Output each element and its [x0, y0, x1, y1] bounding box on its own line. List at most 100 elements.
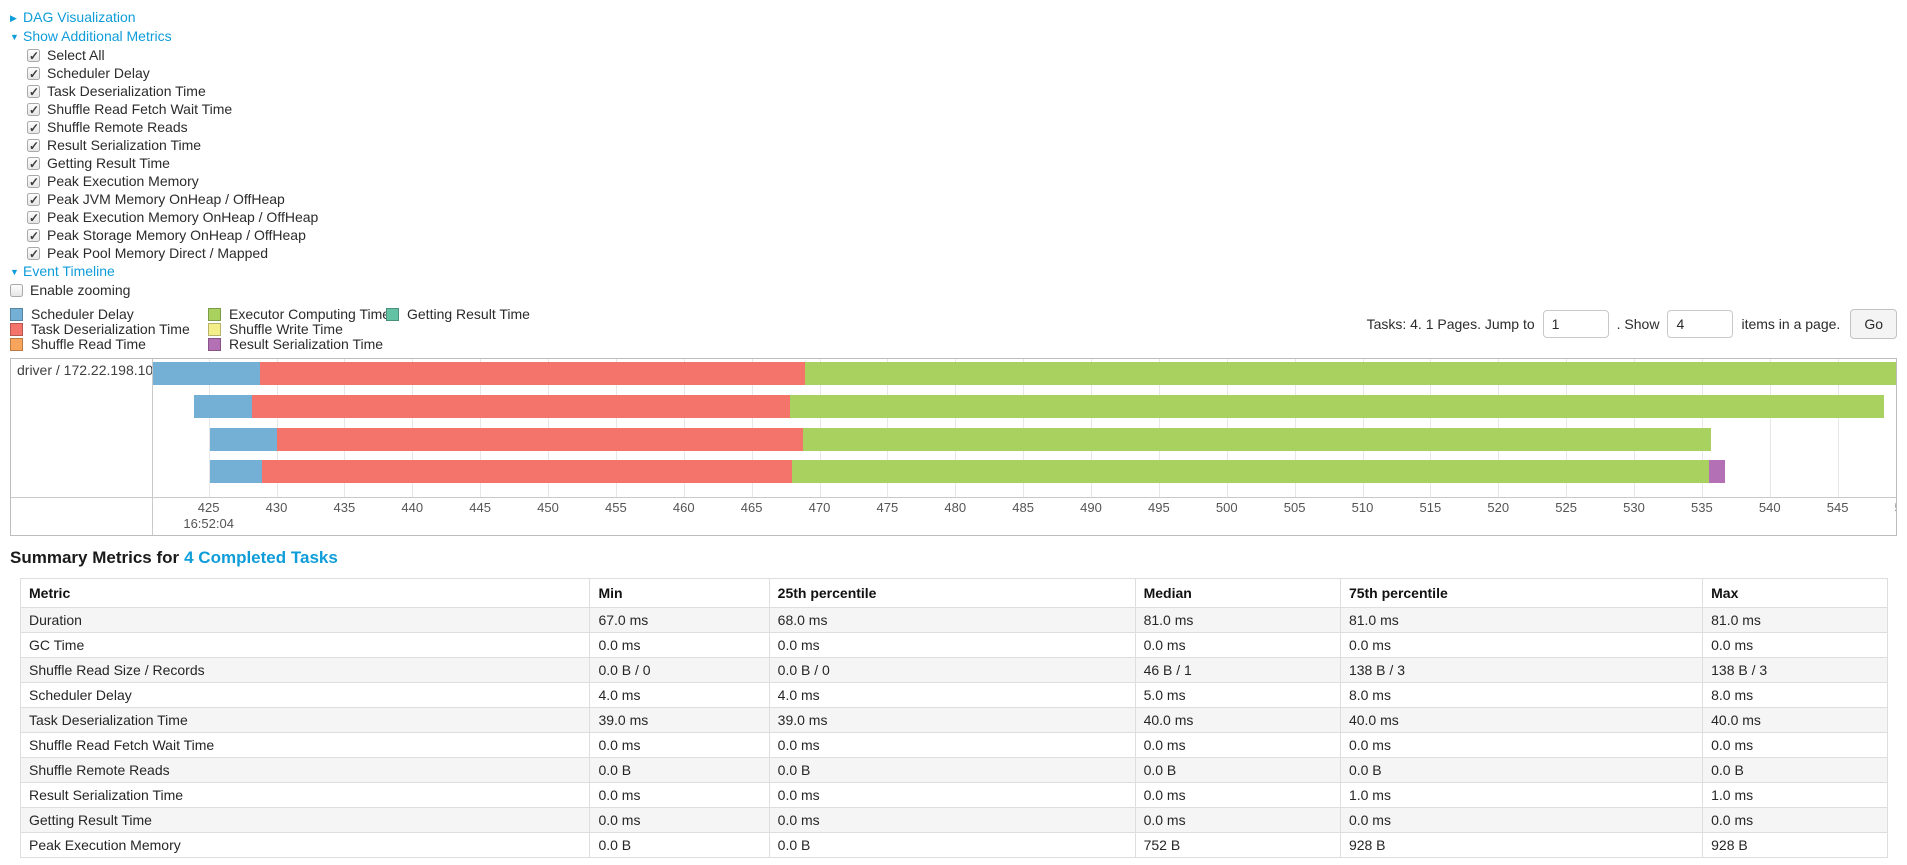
metric-value-cell: 0.0 ms — [1339, 807, 1704, 833]
axis-tick-label: 550 — [1895, 500, 1896, 515]
metric-value-cell: 39.0 ms — [768, 707, 1136, 733]
checkbox-checked-icon[interactable] — [27, 191, 40, 209]
metric-value-cell: 0.0 ms — [1339, 632, 1704, 658]
axis-tick-label: 450 — [537, 500, 559, 515]
metric-option-label: Peak JVM Memory OnHeap / OffHeap — [47, 191, 285, 207]
task-segment-executor-computing — [804, 362, 1896, 385]
table-header-row: Metric Min 25th percentile Median 75th perce… — [19, 578, 1888, 608]
legend-item: Getting Result Time — [386, 307, 530, 322]
task-segment-task-deserialization — [252, 394, 790, 418]
timeline-header-band: Scheduler Delay Task Deserialization Time… — [10, 307, 1897, 352]
axis-tick-label: 480 — [944, 500, 967, 515]
metric-option-label: Select All — [47, 47, 105, 63]
metric-option-row: Task Deserialization Time — [27, 82, 1897, 101]
checkbox-checked-icon[interactable] — [27, 245, 40, 263]
column-header: Max — [1702, 578, 1888, 608]
metric-option-row: Peak Execution Memory — [27, 172, 1897, 191]
metric-value-cell: 40.0 ms — [1134, 707, 1341, 733]
legend-item: Shuffle Write Time — [208, 322, 386, 337]
metric-value-cell: 1.0 ms — [1702, 782, 1888, 808]
legend-swatch-icon — [10, 323, 23, 336]
checkbox-checked-icon[interactable] — [27, 173, 40, 191]
chevron-down-icon: ▼ — [10, 267, 19, 277]
metric-value-cell: 0.0 ms — [768, 807, 1136, 833]
checkbox-checked-icon[interactable] — [27, 101, 40, 119]
summary-metrics-title: Summary Metrics for 4 Completed Tasks — [10, 548, 1897, 568]
checkbox-checked-icon[interactable] — [27, 47, 40, 65]
metric-value-cell: 46 B / 1 — [1134, 657, 1341, 683]
task-bar[interactable] — [153, 362, 1896, 385]
timeline-legend: Scheduler Delay Task Deserialization Time… — [10, 307, 530, 352]
show-additional-metrics-link[interactable]: ▼ Show Additional Metrics — [10, 27, 1897, 46]
metric-option-row: Peak Storage Memory OnHeap / OffHeap — [27, 226, 1897, 245]
go-button[interactable]: Go — [1850, 309, 1897, 339]
metric-value-cell: 0.0 B / 0 — [589, 657, 770, 683]
event-timeline-chart: driver / 172.22.198.104 425 16:52:04 430 43… — [10, 358, 1897, 536]
metric-value-cell: 8.0 ms — [1339, 682, 1704, 708]
legend-item: Shuffle Read Time — [10, 337, 208, 352]
metric-value-cell: 0.0 ms — [1134, 807, 1341, 833]
event-timeline-link[interactable]: ▼ Event Timeline — [10, 262, 1897, 281]
axis-tick-label: 425 — [197, 500, 220, 515]
metric-value-cell: 0.0 ms — [589, 782, 770, 808]
task-bar[interactable] — [210, 460, 1725, 484]
metric-value-cell: 0.0 ms — [1702, 632, 1888, 658]
axis-tick-label: 445 — [469, 500, 491, 515]
axis-tick-label: 500 — [1215, 500, 1238, 515]
checkbox-unchecked-icon[interactable] — [10, 283, 23, 297]
column-header: Metric — [19, 578, 591, 608]
checkbox-checked-icon[interactable] — [27, 155, 40, 173]
metrics-options-list: Select All Scheduler Delay Task Deserializ… — [27, 46, 1897, 263]
dag-visualization-link[interactable]: ▶ DAG Visualization — [10, 8, 1897, 27]
task-pagination: Tasks: 4. 1 Pages. Jump to . Show items … — [1367, 309, 1897, 339]
metric-value-cell: 0.0 ms — [1702, 807, 1888, 833]
checkbox-checked-icon[interactable] — [27, 65, 40, 83]
table-body: Duration 67.0 ms 68.0 ms 81.0 ms 81.0 ms 81.0… — [19, 607, 1888, 858]
pagination-show-label: . Show — [1616, 316, 1660, 332]
axis-tick-label: 490 — [1080, 500, 1102, 515]
checkbox-checked-icon[interactable] — [27, 137, 40, 155]
axis-tick-label: 440 — [401, 500, 424, 515]
metric-value-cell: 40.0 ms — [1702, 707, 1888, 733]
table-row: Duration 67.0 ms 68.0 ms 81.0 ms 81.0 ms 81.0… — [19, 607, 1888, 633]
metric-value-cell: 0.0 ms — [1702, 732, 1888, 758]
table-row: Task Deserialization Time 39.0 ms 39.0 ms 4… — [19, 707, 1888, 733]
metric-option-label: Result Serialization Time — [47, 137, 202, 153]
axis-separator-line — [11, 497, 1896, 498]
metric-option-label: Shuffle Read Fetch Wait Time — [47, 101, 233, 117]
grid-line — [1769, 359, 1771, 497]
axis-tick-label: 540 — [1758, 500, 1781, 515]
task-bar[interactable] — [210, 427, 1712, 451]
axis-tick-label: 525 — [1555, 500, 1577, 515]
axis-tick-label: 470 — [808, 500, 831, 515]
metric-value-cell: 40.0 ms — [1339, 707, 1704, 733]
legend-column: Scheduler Delay Task Deserialization Time… — [10, 307, 208, 352]
metric-value-cell: 67.0 ms — [589, 607, 770, 633]
items-per-page-input[interactable] — [1667, 310, 1734, 338]
task-bar[interactable] — [193, 394, 1884, 418]
summary-title-prefix: Summary Metrics for — [10, 548, 180, 567]
checkbox-checked-icon[interactable] — [27, 83, 40, 101]
metric-value-cell: 0.0 ms — [1339, 732, 1704, 758]
metric-option-label: Shuffle Remote Reads — [47, 119, 188, 135]
table-row: Scheduler Delay 4.0 ms 4.0 ms 5.0 ms 8.0 ms 8… — [19, 682, 1888, 708]
task-segment-executor-computing — [803, 427, 1712, 451]
metric-value-cell: 138 B / 3 — [1702, 657, 1888, 683]
metric-name-cell: Duration — [19, 607, 591, 633]
metric-option-row: Shuffle Remote Reads — [27, 118, 1897, 137]
timeline-plot-area: 425 16:52:04 430 435 440 445 450 455 460 465 470 47… — [153, 359, 1896, 535]
checkbox-checked-icon[interactable] — [27, 209, 40, 227]
checkbox-checked-icon[interactable] — [27, 227, 40, 245]
metric-name-cell: Peak Execution Memory — [19, 832, 591, 858]
jump-to-page-input[interactable] — [1542, 310, 1609, 338]
column-header: 25th percentile — [768, 578, 1136, 608]
task-segment-scheduler-delay — [193, 394, 253, 418]
metric-value-cell: 81.0 ms — [1339, 607, 1704, 633]
metric-value-cell: 81.0 ms — [1702, 607, 1888, 633]
completed-tasks-link: 4 Completed Tasks — [184, 548, 338, 567]
column-header: Min — [589, 578, 770, 608]
axis-tick-label: 520 — [1487, 500, 1510, 515]
metric-value-cell: 81.0 ms — [1134, 607, 1341, 633]
legend-item: Result Serialization Time — [208, 337, 386, 352]
checkbox-checked-icon[interactable] — [27, 119, 40, 137]
